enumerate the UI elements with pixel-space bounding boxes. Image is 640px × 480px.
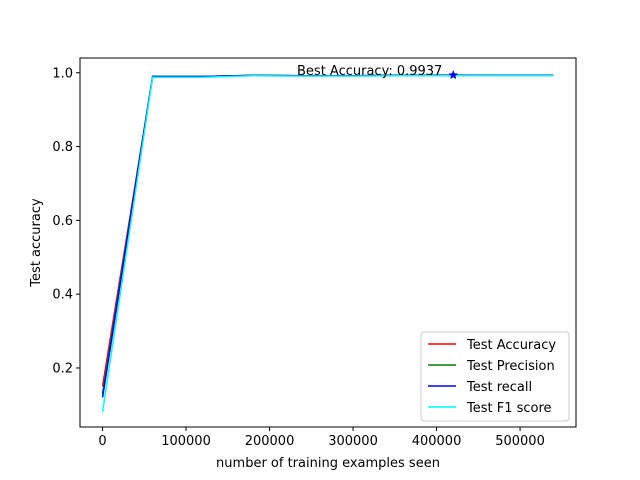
legend-box [420,331,570,422]
x-tick-label: 500000 [495,434,545,449]
legend-label-0: Test Accuracy [466,338,556,353]
x-axis-label: number of training examples seen [216,456,440,471]
best-point-star [448,69,459,80]
legend: Test Accuracy Test Precision Test recall Te… [420,331,570,422]
plot-frame [79,57,577,428]
x-tick-label: 100000 [161,434,211,449]
x-tick-label: 200000 [245,434,295,449]
y-axis-label: Test accuracy [29,198,44,288]
y-tick-label: 0.6 [52,214,73,229]
legend-label-1: Test Precision [466,359,555,374]
x-tick-label: 0 [98,434,106,449]
legend-label-2: Test recall [466,380,532,395]
x-tick-label: 300000 [328,434,378,449]
y-axis-ticks: 0.2 0.4 0.6 0.8 1.0 [52,66,80,376]
y-tick-label: 0.8 [52,140,73,155]
x-axis-ticks: 0 100000 200000 300000 400000 500000 [98,427,545,449]
best-accuracy-annotation: Best Accuracy: 0.9937 [297,64,442,79]
y-tick-label: 0.4 [52,288,73,303]
series-line-3 [101,74,554,413]
best-point-layer [448,69,459,80]
y-tick-label: 1.0 [52,66,73,81]
legend-label-3: Test F1 score [466,401,552,416]
x-tick-label: 400000 [412,434,462,449]
y-tick-label: 0.2 [52,361,73,376]
series-layer [101,74,554,413]
legend-entries: Test Accuracy Test Precision Test recall Te… [428,338,556,416]
